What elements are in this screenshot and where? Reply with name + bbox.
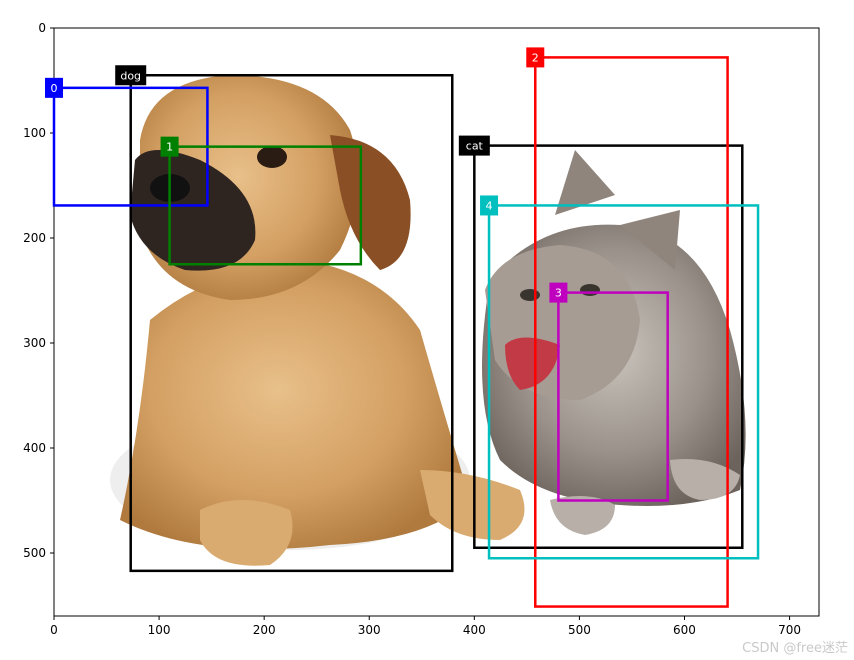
x-tick-label: 400 — [463, 623, 486, 637]
y-tick-label: 200 — [23, 231, 46, 245]
y-tick-label: 500 — [23, 546, 46, 560]
box-cat-label-bg — [458, 135, 490, 156]
photo — [54, 28, 819, 616]
box-3 — [557, 291, 669, 502]
box-3-label: 3 — [555, 287, 562, 300]
y-tick-label: 0 — [38, 21, 46, 35]
y-tick-label: 400 — [23, 441, 46, 455]
box-cat-label: cat — [466, 140, 484, 153]
box-3-label-bg — [549, 282, 568, 303]
cat-illustration — [482, 150, 746, 535]
y-tick-label: 300 — [23, 336, 46, 350]
box-4-label-bg — [480, 195, 499, 216]
x-tick-label: 100 — [148, 623, 171, 637]
y-axis: 0 100 200 300 400 500 — [23, 21, 54, 560]
x-tick-label: 300 — [358, 623, 381, 637]
x-tick-label: 500 — [568, 623, 591, 637]
bounding-boxes: dog cat 0 1 2 3 4 — [45, 47, 760, 608]
x-tick-label: 600 — [673, 623, 696, 637]
plot-frame — [53, 27, 820, 617]
box-2-label: 2 — [532, 51, 539, 64]
box-dog-label: dog — [120, 69, 141, 82]
y-tick-label: 100 — [23, 126, 46, 140]
box-1-label: 1 — [166, 141, 173, 154]
box-dog — [129, 74, 454, 573]
watermark: CSDN @free迷茫 — [742, 641, 848, 656]
x-tick-label: 700 — [778, 623, 801, 637]
box-2 — [534, 56, 729, 608]
box-0-label: 0 — [51, 82, 58, 95]
box-dog-label-bg — [115, 65, 147, 86]
box-cat — [473, 144, 744, 549]
box-4 — [487, 204, 760, 560]
box-4-label: 4 — [486, 199, 493, 212]
box-0-label-bg — [45, 77, 63, 98]
x-tick-label: 200 — [253, 623, 276, 637]
box-1 — [168, 145, 363, 266]
x-axis: 0 100 200 300 400 500 600 700 — [50, 616, 801, 637]
box-1-label-bg — [160, 136, 179, 157]
dog-illustration — [110, 75, 525, 566]
x-tick-label: 0 — [50, 623, 58, 637]
box-2-label-bg — [526, 47, 545, 68]
